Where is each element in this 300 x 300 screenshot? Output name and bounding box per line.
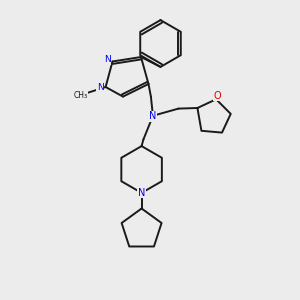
Text: N: N: [138, 188, 145, 198]
Text: N: N: [149, 111, 157, 122]
Text: N: N: [97, 82, 104, 91]
Text: N: N: [104, 56, 110, 64]
Text: O: O: [214, 91, 221, 101]
Text: CH₃: CH₃: [73, 92, 88, 100]
